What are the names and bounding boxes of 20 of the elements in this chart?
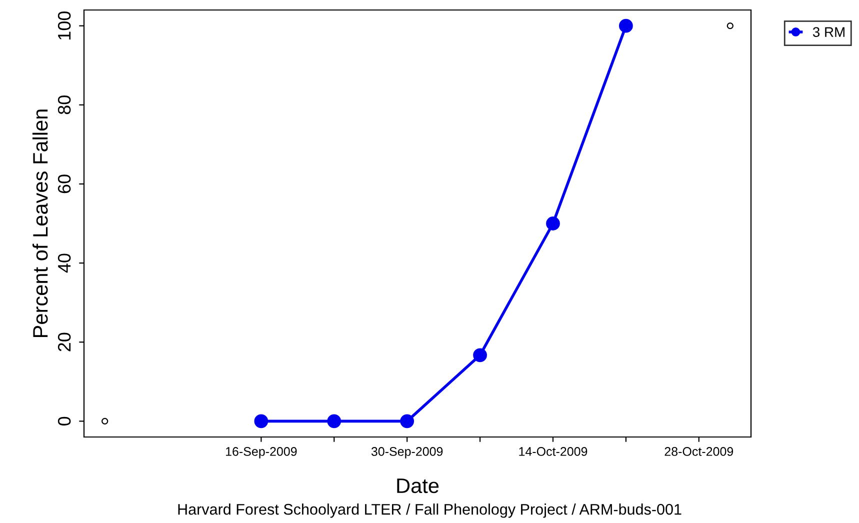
y-tick-label: 20 [58,332,71,352]
x-tick-label: 14-Oct-2009 [519,447,588,456]
x-tick-label: 16-Sep-2009 [226,447,297,458]
y-axis-title: Percent of Leaves Fallen [32,110,48,338]
y-tick-label: 60 [58,174,71,194]
x-tick-label: 30-Sep-2009 [371,447,443,458]
point [400,414,414,428]
point [254,414,268,428]
y-tick-label: 0 [58,416,71,426]
y-tick-label: 100 [58,11,71,40]
point [473,348,487,362]
x-tick-label: 28-Oct-2009 [664,447,734,456]
y-tick-label: 80 [58,96,71,114]
point [618,18,633,33]
point [327,414,342,428]
legend-label: 3 RM [812,27,844,37]
text: Harvard Forest Schoolyard LTER / Fall Phenology Project / ARM-buds-001 [178,504,682,518]
x-axis-title: Date [397,478,439,494]
y-tick-label: 40 [58,254,71,273]
point [546,216,560,230]
